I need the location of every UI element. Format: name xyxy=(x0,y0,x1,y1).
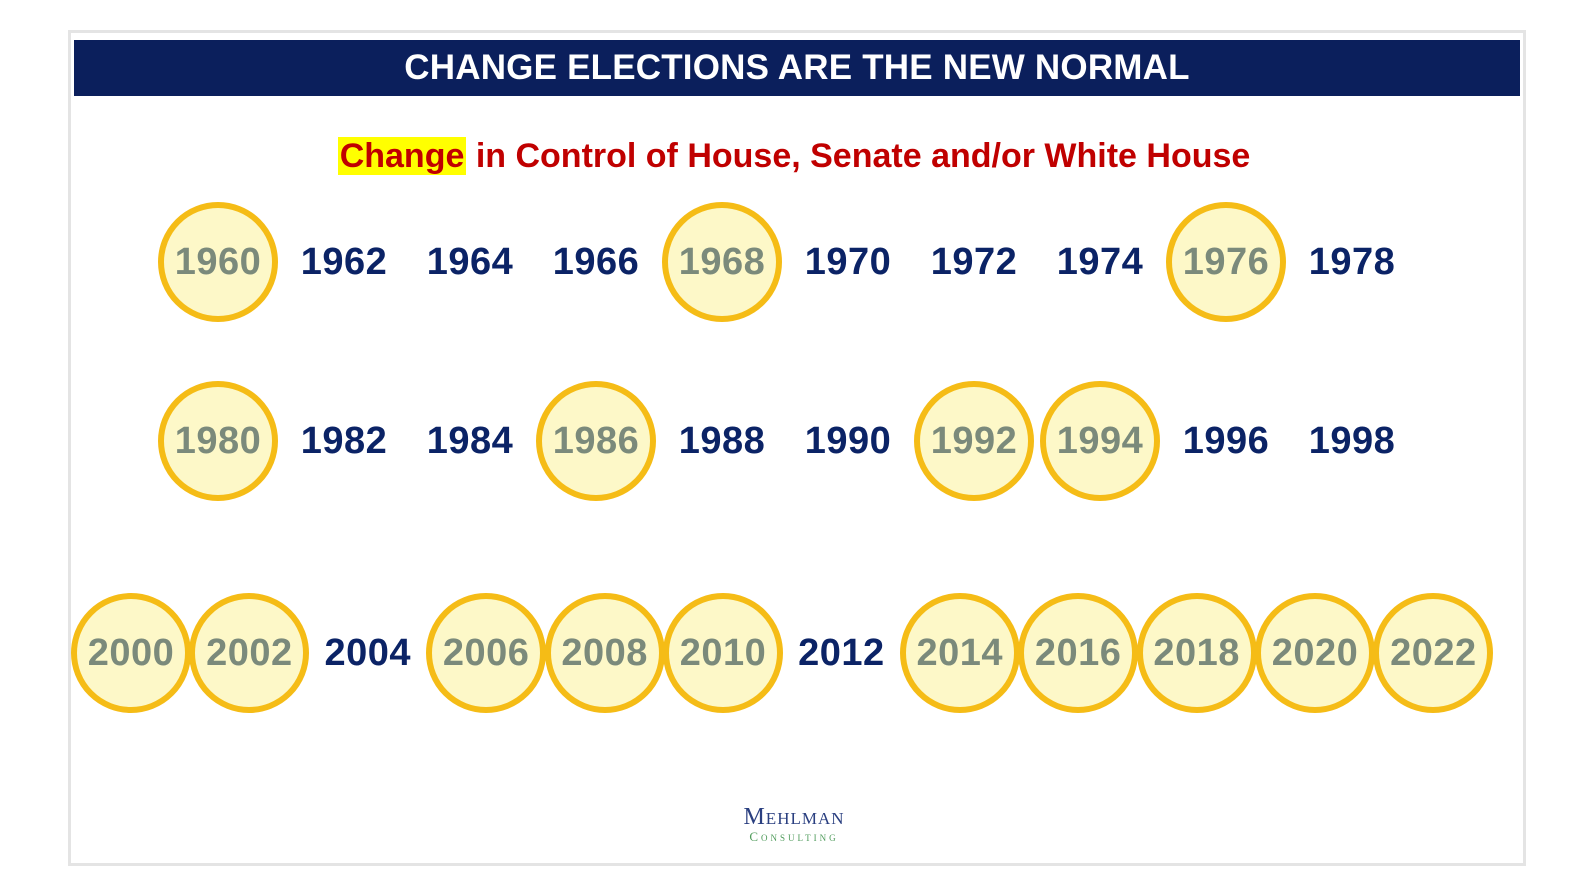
election-year: 1996 xyxy=(1182,419,1270,462)
circled-election-year: 2018 xyxy=(1136,593,1257,713)
election-year: 1982 xyxy=(300,419,388,462)
logo-main-text: Mehlman xyxy=(743,804,845,830)
circled-election-year: 1986 xyxy=(536,381,656,501)
mehlman-consulting-logo: Mehlman Consulting xyxy=(71,805,1517,844)
election-year: 2012 xyxy=(798,631,885,674)
election-year: 1988 xyxy=(678,419,766,462)
election-year: 2004 xyxy=(324,631,412,674)
circled-election-year: 2010 xyxy=(663,593,783,713)
election-year: 1964 xyxy=(426,240,514,283)
circled-election-year: 2020 xyxy=(1255,593,1375,713)
election-year: 1972 xyxy=(930,240,1018,283)
election-year: 1998 xyxy=(1308,419,1396,462)
circled-election-year: 1968 xyxy=(662,202,782,322)
circled-election-year: 1994 xyxy=(1040,381,1160,501)
circled-election-year: 2006 xyxy=(426,593,547,713)
circled-election-year: 1980 xyxy=(158,381,278,501)
subtitle-rest: in Control of House, Senate and/or White… xyxy=(466,137,1251,175)
subtitle-highlight: Change xyxy=(337,137,467,175)
circled-election-year: 2016 xyxy=(1018,593,1139,713)
circled-election-year: 2008 xyxy=(544,593,665,713)
circled-election-year: 2014 xyxy=(899,593,1020,713)
election-year: 1984 xyxy=(426,419,514,462)
election-year: 1978 xyxy=(1308,240,1396,283)
election-year: 1962 xyxy=(300,240,388,283)
slide-title: CHANGE ELECTIONS ARE THE NEW NORMAL xyxy=(74,40,1520,96)
circled-election-year: 1992 xyxy=(914,381,1034,501)
circled-election-year: 2022 xyxy=(1373,593,1494,713)
election-year: 1970 xyxy=(804,240,892,283)
circled-election-year: 1976 xyxy=(1166,202,1286,322)
circled-election-year: 2002 xyxy=(189,593,310,713)
circled-election-year: 1960 xyxy=(158,202,278,322)
logo-sub-text: Consulting xyxy=(749,829,839,844)
circled-election-year: 2000 xyxy=(71,593,191,713)
election-year: 1990 xyxy=(804,419,892,462)
election-year: 1966 xyxy=(552,240,640,283)
slide: CHANGE ELECTIONS ARE THE NEW NORMAL Chan… xyxy=(68,30,1526,866)
election-year: 1974 xyxy=(1056,240,1144,283)
subtitle: Change in Control of House, Senate and/o… xyxy=(71,137,1517,176)
